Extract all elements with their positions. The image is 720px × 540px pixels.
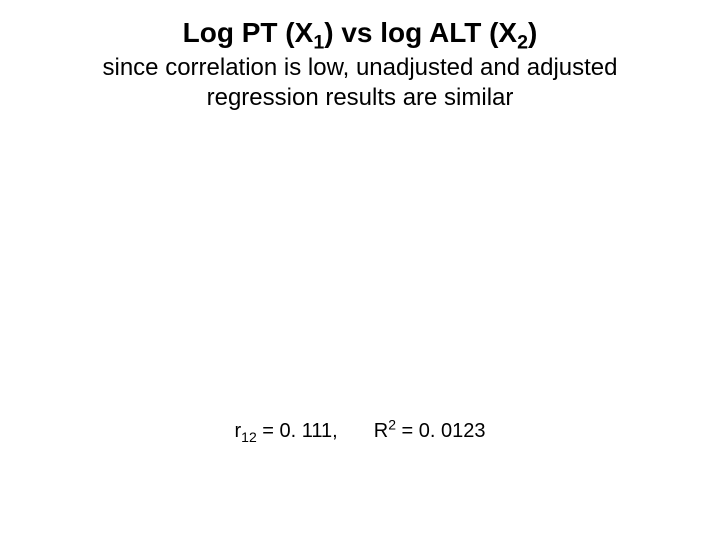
title-sub1: 1 bbox=[313, 32, 324, 54]
r-value: = 0. 111, bbox=[257, 420, 338, 442]
title-sub2: 2 bbox=[517, 32, 528, 54]
subtitle-line1: since correlation is low, unadjusted and… bbox=[103, 54, 618, 81]
subtitle-line2: regression results are similar bbox=[207, 84, 514, 111]
title-suffix: ) bbox=[528, 17, 537, 48]
title-mid: ) vs log ALT (X bbox=[324, 17, 517, 48]
R-label: R bbox=[374, 420, 388, 442]
title-prefix: Log PT (X bbox=[183, 17, 314, 48]
R-value: = 0. 0123 bbox=[396, 420, 486, 442]
R-sup: 2 bbox=[388, 416, 396, 432]
slide-title: Log PT (X1) vs log ALT (X2) bbox=[0, 0, 720, 49]
slide-subtitle: since correlation is low, unadjusted and… bbox=[0, 49, 720, 113]
r-sub: 12 bbox=[241, 429, 257, 445]
stats-line: r12 = 0. 111,R2 = 0. 0123 bbox=[0, 420, 720, 443]
